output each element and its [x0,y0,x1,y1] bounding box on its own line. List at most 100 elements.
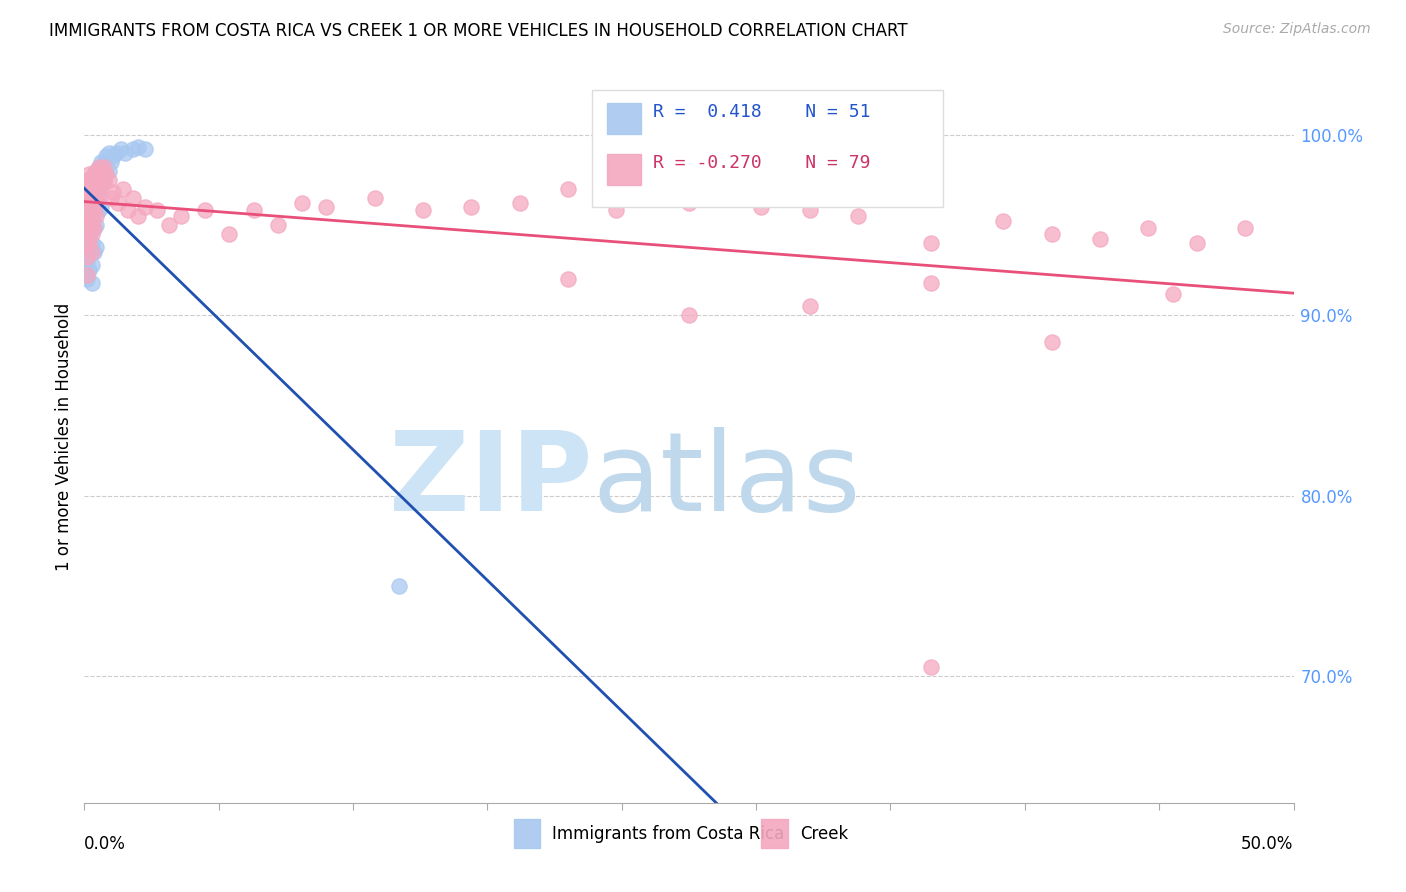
Point [90,178,112,193]
Text: 0.0%: 0.0% [84,835,127,854]
Text: atlas: atlas [592,427,860,534]
Point [605,203,627,218]
Text: Creek: Creek [800,824,848,843]
Point [134,200,156,214]
Point [678,308,700,322]
Point [77,167,100,181]
Point [103,149,125,163]
Point [121,191,143,205]
Point [920,276,942,290]
Text: R = -0.270    N = 79: R = -0.270 N = 79 [652,153,870,172]
Point [678,196,700,211]
Point [80,200,103,214]
Point [83,203,105,218]
Point [100,154,122,169]
Point [77,182,100,196]
Bar [762,819,789,848]
Point [86,196,108,211]
Point [112,182,135,196]
Point [76,221,98,235]
Point [80,244,103,259]
Point [80,200,103,214]
Point [87,191,110,205]
Point [76,254,98,268]
Point [117,203,139,218]
Point [87,160,110,174]
Point [127,209,149,223]
Point [110,142,132,156]
Point [83,178,105,193]
Text: 50.0%: 50.0% [1241,835,1294,854]
Point [94,167,117,181]
Point [103,186,125,200]
Point [76,227,98,241]
Point [77,191,100,205]
Point [76,251,98,265]
Point [83,186,105,200]
Point [76,186,98,200]
Point [76,172,98,186]
Point [1161,286,1184,301]
Point [242,203,264,218]
Point [87,182,110,196]
Point [77,172,100,186]
Point [76,209,98,223]
Point [94,167,117,181]
Bar [513,819,540,848]
Point [76,200,98,214]
Point [315,200,337,214]
Point [90,163,112,178]
Point [93,154,115,169]
Point [93,160,115,174]
Point [77,227,100,241]
Point [80,186,103,200]
Point [83,221,105,235]
Point [920,660,942,674]
Point [76,272,98,286]
Point [77,221,100,235]
Point [86,191,108,205]
Point [97,172,120,186]
Point [460,200,482,214]
Point [76,209,98,223]
Point [114,145,136,160]
Point [1234,221,1257,235]
Point [87,203,110,218]
Point [93,175,115,189]
Point [76,235,98,250]
Point [1088,232,1111,246]
Point [77,209,100,223]
Point [267,218,290,232]
Point [993,214,1015,228]
Point [509,196,531,211]
Point [363,191,385,205]
Point [83,167,105,181]
Point [90,200,112,214]
Point [80,218,103,232]
Point [170,209,193,223]
Point [77,214,100,228]
Point [77,235,100,250]
Point [83,167,105,181]
Point [86,182,108,196]
Point [799,203,821,218]
Point [86,209,108,223]
Point [86,163,108,178]
Point [146,203,169,218]
Point [557,272,579,286]
Point [86,218,108,232]
Point [83,203,105,218]
Point [83,191,105,205]
Point [121,142,143,156]
Point [107,196,129,211]
Point [1040,335,1063,350]
Point [751,200,773,214]
Text: R =  0.418    N = 51: R = 0.418 N = 51 [652,103,870,120]
Point [93,172,115,186]
Point [76,235,98,250]
Point [97,163,120,178]
Point [86,178,108,193]
Point [127,140,149,154]
Point [1137,221,1160,235]
Point [388,579,411,593]
